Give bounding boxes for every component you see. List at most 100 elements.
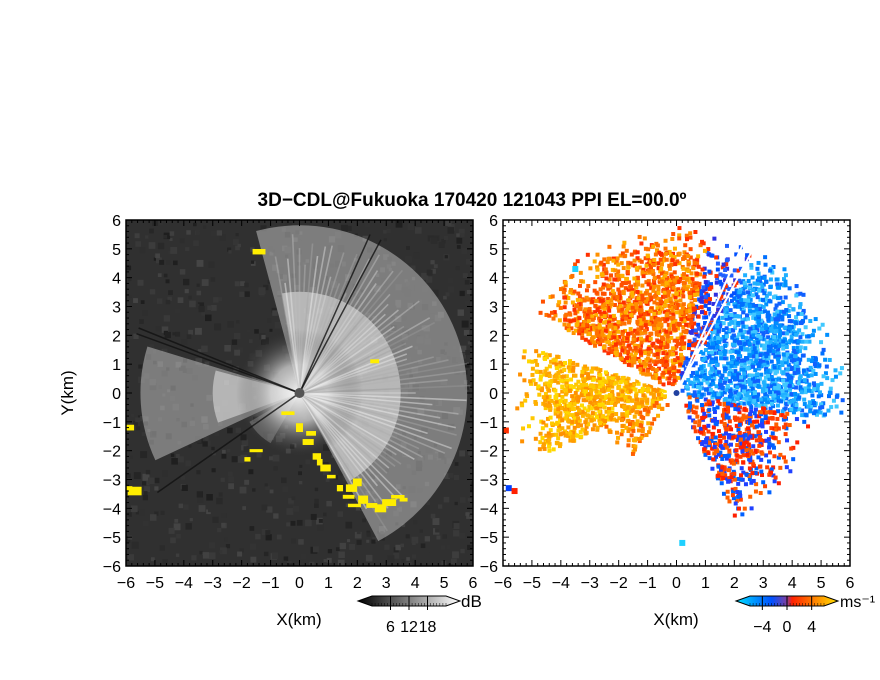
velocity-approach-cell — [771, 351, 776, 356]
velocity-south-cell — [727, 448, 732, 453]
velocity-approach-cell — [721, 321, 726, 326]
velocity-recede-cell — [667, 370, 672, 375]
velocity-recede-cell — [646, 352, 651, 357]
velocity-recede-cell — [643, 364, 648, 369]
velocity-west-cell — [547, 388, 552, 393]
velocity-approach-cell — [766, 386, 771, 391]
velocity-approach-cell — [717, 340, 722, 345]
velocity-west-cell — [588, 400, 593, 405]
snr-noise-cell — [445, 220, 452, 226]
velocity-west-cell — [621, 393, 626, 398]
velocity-recede-cell — [667, 381, 672, 386]
snr-radar-site — [294, 388, 305, 398]
velocity-west-cell — [610, 389, 615, 394]
velocity-recede-cell — [649, 295, 654, 300]
velocity-recede-cell — [680, 339, 685, 344]
velocity-recede-cell — [679, 310, 684, 315]
snr-noise-cell — [286, 522, 291, 527]
velocity-south-cell — [724, 440, 729, 445]
velocity-approach-cell — [711, 345, 716, 350]
velocity-west-cell — [558, 418, 563, 423]
velocity-recede-cell — [666, 309, 671, 314]
velocity-recede-cell — [695, 289, 700, 294]
snr-noise-cell — [433, 264, 438, 269]
velocity-approach-cell — [780, 314, 785, 319]
snr-y-tick-label: −4 — [103, 501, 121, 518]
velocity-west-cell — [590, 366, 595, 371]
velocity-approach-cell — [800, 413, 805, 418]
velocity-west-cell — [533, 381, 538, 386]
velocity-south-cell — [689, 407, 694, 412]
velocity-recede-cell — [598, 305, 603, 310]
velocity-west-cell — [535, 362, 540, 367]
velocity-approach-cell — [747, 360, 752, 365]
velocity-recede-cell — [687, 291, 692, 296]
velocity-approach-cell — [826, 408, 831, 413]
velocity-west-cell — [537, 447, 542, 452]
velocity-west-cell — [578, 423, 583, 428]
velocity-west-cell — [571, 368, 576, 373]
velocity-west-cell — [556, 414, 561, 419]
velocity-recede-cell — [640, 270, 645, 275]
velocity-approach-cell — [725, 387, 730, 392]
velocity-approach-cell — [741, 310, 746, 315]
velocity-approach-cell — [794, 360, 799, 365]
velocity-west-cell — [566, 386, 571, 391]
snr-noise-cell — [335, 547, 340, 551]
velocity-approach-cell — [781, 352, 786, 357]
velocity-approach-cell — [783, 325, 788, 330]
velocity-recede-cell — [652, 326, 657, 331]
velocity-approach-cell — [775, 309, 780, 314]
velocity-recede-cell — [573, 311, 578, 316]
velocity-approach-cell — [773, 344, 778, 349]
velocity-approach-cell — [774, 377, 779, 382]
snr-noise-cell — [470, 291, 473, 297]
snr-clutter-mark — [252, 248, 266, 255]
velocity-approach-cell — [751, 364, 756, 369]
velocity-approach-cell — [738, 400, 743, 405]
velocity-south-cell — [693, 429, 698, 434]
velocity-recede-cell — [591, 340, 596, 345]
snr-noise-cell — [252, 488, 256, 492]
velocity-west-cell — [616, 375, 621, 380]
velocity-approach-cell — [769, 384, 774, 389]
velocity-recede-cell — [611, 258, 616, 263]
snr-noise-cell — [425, 276, 433, 283]
snr-noise-cell — [459, 497, 466, 503]
snr-noise-cell — [208, 552, 216, 560]
velocity-approach-cell — [840, 398, 845, 403]
velocity-west-cell — [604, 416, 609, 421]
velocity-recede-cell — [691, 306, 696, 311]
velocity-approach-cell — [789, 399, 794, 404]
velocity-approach-cell — [819, 381, 824, 386]
velocity-recede-cell — [620, 332, 625, 337]
velocity-recede-cell — [604, 283, 609, 288]
velocity-recede-cell — [673, 351, 678, 356]
velocity-approach-cell — [761, 304, 766, 309]
velocity-approach-cell — [817, 363, 822, 368]
velocity-shear-cell — [691, 311, 696, 316]
snr-noise-cell — [261, 504, 268, 511]
velocity-approach-cell — [811, 368, 816, 373]
snr-noise-cell — [197, 349, 202, 353]
velocity-approach-cell — [784, 331, 789, 336]
velocity-approach-cell — [736, 304, 741, 309]
velocity-south-cell — [783, 422, 788, 427]
velocity-recede-cell — [577, 302, 582, 307]
velocity-approach-cell — [750, 386, 755, 391]
velocity-approach-cell — [707, 354, 712, 359]
snr-noise-cell — [130, 505, 138, 513]
velocity-west-cell — [545, 416, 550, 421]
velocity-approach-cell — [794, 293, 799, 298]
velocity-recede-cell — [695, 257, 700, 262]
velocity-shear-cell — [687, 343, 692, 348]
velocity-recede-cell — [626, 298, 631, 303]
snr-radial-streak — [299, 392, 397, 456]
snr-x-tick-label: −3 — [204, 575, 222, 592]
velocity-recede-cell — [652, 300, 657, 305]
velocity-recede-cell — [664, 329, 669, 334]
velocity-west-cell — [627, 410, 632, 415]
velocity-west-cell — [557, 403, 562, 408]
snr-noise-cell — [154, 486, 159, 491]
